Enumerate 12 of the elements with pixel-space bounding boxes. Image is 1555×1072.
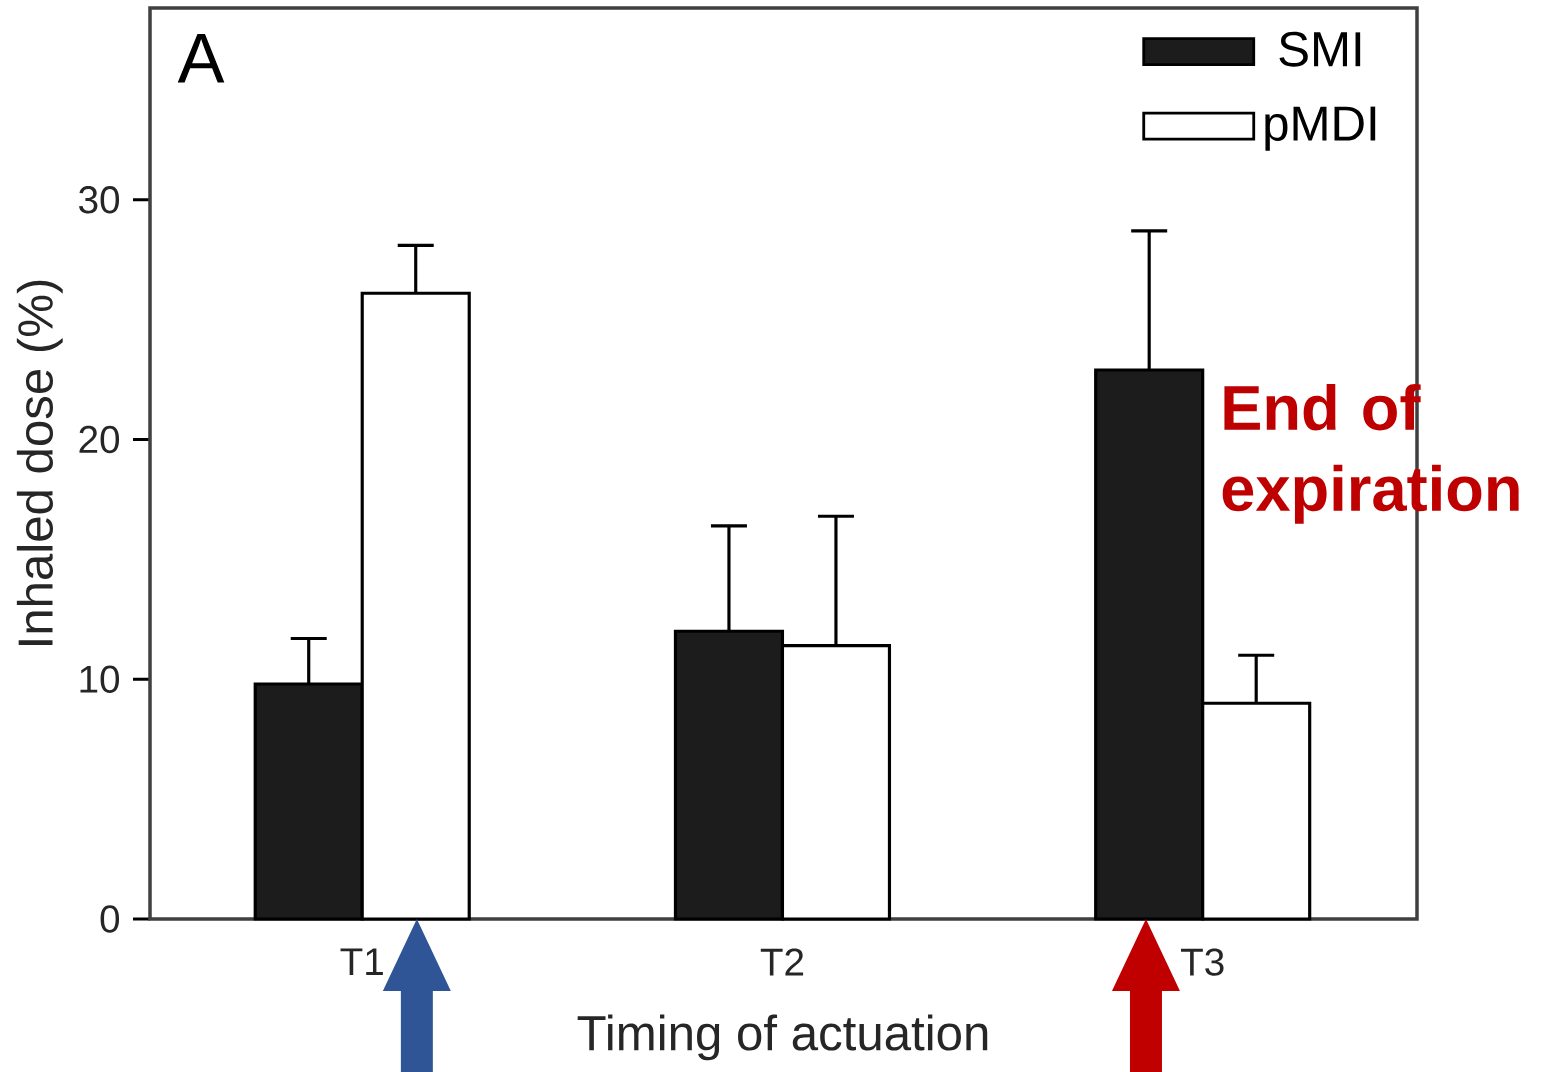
- x-tick-label: T3: [1181, 948, 1224, 976]
- x-tick-label: T2: [760, 948, 804, 976]
- y-tick-label: 30: [79, 186, 120, 214]
- annotation: A: [177, 34, 225, 83]
- legend-label: SMI: [1279, 31, 1361, 67]
- y-tick-label: 20: [79, 425, 120, 454]
- y-tick-label: 0: [100, 905, 120, 933]
- x-axis-title: Timing of actuation: [577, 1014, 988, 1061]
- y-axis-title: Inhaled dose (%): [16, 280, 63, 645]
- y-tick-label: 10: [80, 665, 120, 693]
- legend-label: pMDI: [1265, 106, 1376, 151]
- x-tick-label: T1: [340, 948, 383, 975]
